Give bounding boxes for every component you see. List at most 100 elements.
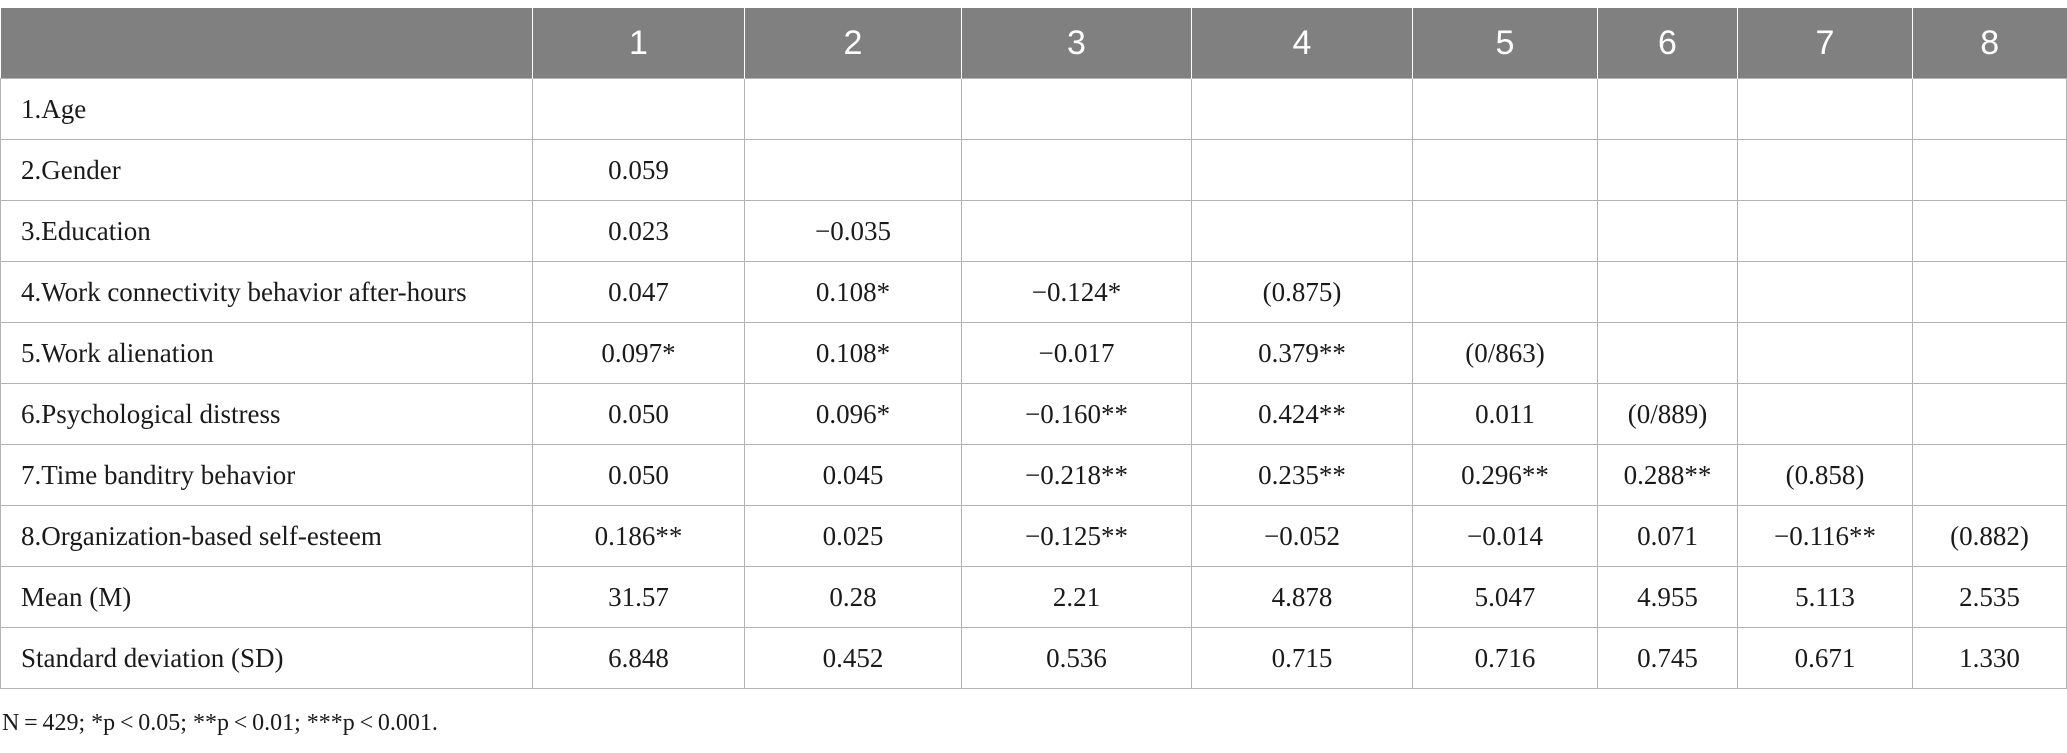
row-label: 3.Education [0, 200, 533, 262]
table-cell: 0.745 [1597, 627, 1738, 689]
table-cell [1912, 200, 2067, 262]
table-cell: 0.716 [1412, 627, 1598, 689]
table-cell: 0.050 [532, 444, 745, 506]
table-footnote: N = 429; *p < 0.05; **p < 0.01; ***p < 0… [2, 710, 438, 736]
table-cell: 0.108* [744, 322, 962, 384]
table-cell: −0.125** [961, 505, 1192, 567]
table-cell [1737, 200, 1913, 262]
table-cell [1737, 139, 1913, 201]
table-cell [1597, 322, 1738, 384]
row-label: 2.Gender [0, 139, 533, 201]
correlation-table-container: 1 2 3 4 5 6 7 8 1.Age [0, 8, 2067, 689]
header-cell-4: 4 [1191, 8, 1413, 79]
table-cell: 1.330 [1912, 627, 2067, 689]
table-cell: 0.379** [1191, 322, 1413, 384]
table-cell [1412, 200, 1598, 262]
row-label: 1.Age [0, 78, 533, 140]
table-cell [1737, 261, 1913, 323]
table-row: 5.Work alienation 0.097* 0.108* −0.017 0… [0, 322, 2067, 384]
row-label: 4.Work connectivity behavior after-hours [0, 261, 533, 323]
table-cell: −0.014 [1412, 505, 1598, 567]
table-cell: 0.047 [532, 261, 745, 323]
table-row: 2.Gender 0.059 [0, 139, 2067, 201]
table-cell: −0.017 [961, 322, 1192, 384]
table-row: 3.Education 0.023 −0.035 [0, 200, 2067, 262]
table-cell: 0.097* [532, 322, 745, 384]
table-cell: 0.050 [532, 383, 745, 445]
table-cell [1912, 78, 2067, 140]
table-row: 7.Time banditry behavior 0.050 0.045 −0.… [0, 444, 2067, 506]
table-cell [744, 78, 962, 140]
table-row: Standard deviation (SD) 6.848 0.452 0.53… [0, 627, 2067, 689]
row-label: 6.Psychological distress [0, 383, 533, 445]
table-cell [1412, 261, 1598, 323]
table-cell: 6.848 [532, 627, 745, 689]
table-cell: 0.023 [532, 200, 745, 262]
table-cell [1737, 78, 1913, 140]
header-cell-variable [0, 8, 533, 79]
table-cell: −0.160** [961, 383, 1192, 445]
table-cell [1912, 261, 2067, 323]
row-label: 5.Work alienation [0, 322, 533, 384]
row-label: 7.Time banditry behavior [0, 444, 533, 506]
table-cell: 0.424** [1191, 383, 1413, 445]
table-cell: 0.096* [744, 383, 962, 445]
table-cell: (0/889) [1597, 383, 1738, 445]
table-cell [1191, 200, 1413, 262]
header-cell-5: 5 [1412, 8, 1598, 79]
table-cell: 5.047 [1412, 566, 1598, 628]
table-cell [961, 200, 1192, 262]
table-cell [1412, 78, 1598, 140]
table-cell: (0.858) [1737, 444, 1913, 506]
table-cell: 0.059 [532, 139, 745, 201]
header-cell-3: 3 [961, 8, 1192, 79]
table-cell [1912, 139, 2067, 201]
row-label: 8.Organization-based self-esteem [0, 505, 533, 567]
header-cell-8: 8 [1912, 8, 2067, 79]
table-cell: 2.21 [961, 566, 1192, 628]
header-cell-2: 2 [744, 8, 962, 79]
table-cell: −0.116** [1737, 505, 1913, 567]
table-cell: 0.28 [744, 566, 962, 628]
table-cell [1912, 444, 2067, 506]
table-row: Mean (M) 31.57 0.28 2.21 4.878 5.047 4.9… [0, 566, 2067, 628]
row-label: Standard deviation (SD) [0, 627, 533, 689]
table-cell: 0.108* [744, 261, 962, 323]
table-cell [1737, 383, 1913, 445]
header-row: 1 2 3 4 5 6 7 8 [0, 8, 2067, 79]
table-row: 8.Organization-based self-esteem 0.186**… [0, 505, 2067, 567]
table-row: 4.Work connectivity behavior after-hours… [0, 261, 2067, 323]
table-cell: 0.045 [744, 444, 962, 506]
table-cell [961, 78, 1192, 140]
table-cell: (0.875) [1191, 261, 1413, 323]
table-cell: 0.296** [1412, 444, 1598, 506]
table-cell: (0/863) [1412, 322, 1598, 384]
table-cell: 0.011 [1412, 383, 1598, 445]
correlation-table: 1 2 3 4 5 6 7 8 1.Age [0, 8, 2067, 689]
table-cell: 0.288** [1597, 444, 1738, 506]
table-cell [1597, 200, 1738, 262]
table-cell: 5.113 [1737, 566, 1913, 628]
table-cell: 0.671 [1737, 627, 1913, 689]
header-cell-1: 1 [532, 8, 745, 79]
table-cell: −0.052 [1191, 505, 1413, 567]
table-cell: 4.955 [1597, 566, 1738, 628]
table-cell: 0.536 [961, 627, 1192, 689]
table-cell: −0.218** [961, 444, 1192, 506]
table-cell [1191, 78, 1413, 140]
table-cell [1597, 139, 1738, 201]
table-row: 1.Age [0, 78, 2067, 140]
row-label: Mean (M) [0, 566, 533, 628]
table-cell [1912, 383, 2067, 445]
table-cell [1597, 78, 1738, 140]
header-cell-6: 6 [1597, 8, 1738, 79]
table-cell [1191, 139, 1413, 201]
table-cell: 0.452 [744, 627, 962, 689]
table-cell: 2.535 [1912, 566, 2067, 628]
table-cell [1912, 322, 2067, 384]
table-cell [1597, 261, 1738, 323]
table-row: 6.Psychological distress 0.050 0.096* −0… [0, 383, 2067, 445]
table-cell [744, 139, 962, 201]
table-cell: 4.878 [1191, 566, 1413, 628]
table-cell [961, 139, 1192, 201]
